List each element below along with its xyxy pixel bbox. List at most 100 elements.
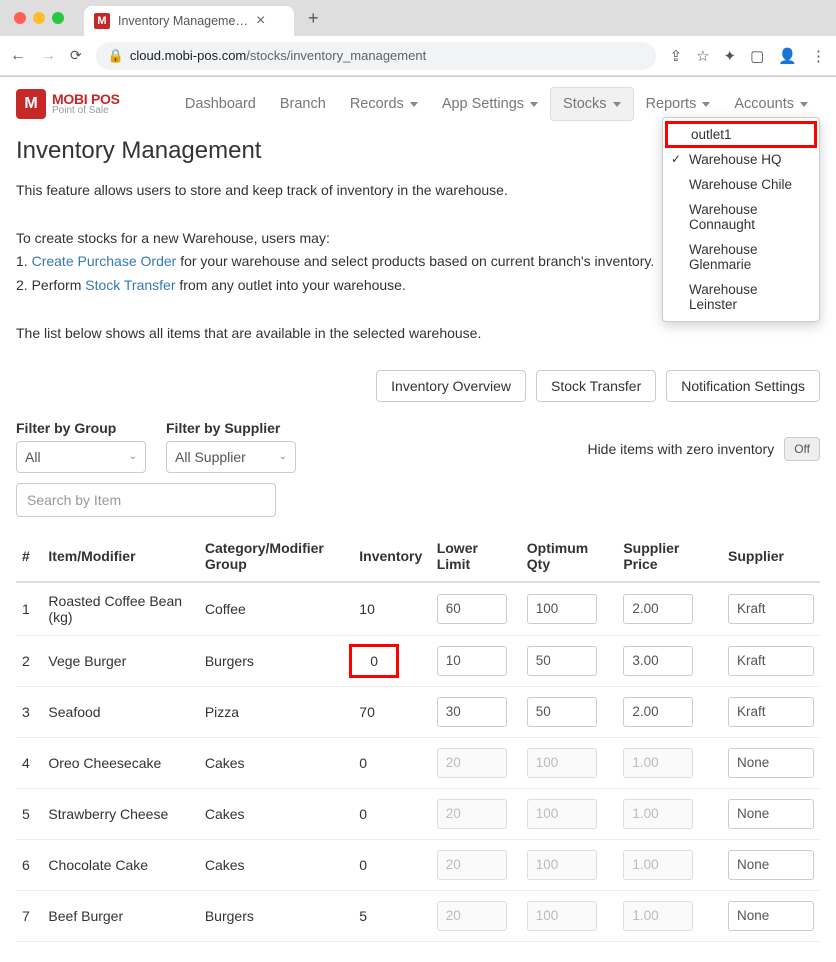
th-category: Category/Modifier Group	[199, 531, 353, 582]
nav-records[interactable]: Records	[338, 87, 430, 121]
cell-item: Seafood	[42, 686, 198, 737]
supplier-price-input[interactable]	[623, 850, 693, 880]
th-inventory: Inventory	[353, 531, 430, 582]
optimum-qty-input[interactable]	[527, 850, 597, 880]
dropdown-item[interactable]: Warehouse Connaught	[663, 197, 819, 237]
window-minimize-icon[interactable]	[33, 12, 45, 24]
th-num: #	[16, 531, 42, 582]
supplier-input[interactable]	[728, 646, 814, 676]
dropdown-item[interactable]: Warehouse Leinster	[663, 277, 819, 317]
optimum-qty-input[interactable]	[527, 646, 597, 676]
lower-limit-input[interactable]	[437, 901, 507, 931]
nav-forward-icon[interactable]: →	[40, 47, 56, 65]
reload-icon[interactable]: ⟳	[70, 47, 82, 64]
search-input[interactable]: Search by Item	[16, 483, 276, 517]
inventory-table: # Item/Modifier Category/Modifier Group …	[16, 531, 820, 942]
supplier-price-input[interactable]	[623, 646, 693, 676]
lower-limit-input[interactable]	[437, 799, 507, 829]
supplier-input[interactable]	[728, 748, 814, 778]
filter-group-select[interactable]: All ⌄	[16, 441, 146, 473]
supplier-input[interactable]	[728, 850, 814, 880]
dropdown-item[interactable]: Warehouse HQ	[663, 147, 819, 172]
traffic-lights	[14, 12, 64, 24]
optimum-qty-input[interactable]	[527, 748, 597, 778]
warehouse-dropdown[interactable]: outlet1Warehouse HQWarehouse ChileWareho…	[662, 117, 820, 322]
table-row: 6Chocolate CakeCakes0	[16, 839, 820, 890]
supplier-input[interactable]	[728, 697, 814, 727]
main-nav: Dashboard Branch Records App Settings St…	[173, 87, 820, 121]
cell-num: 7	[16, 890, 42, 941]
supplier-price-input[interactable]	[623, 697, 693, 727]
cell-category: Cakes	[199, 788, 353, 839]
dropdown-item[interactable]: outlet1	[665, 121, 817, 148]
nav-dashboard[interactable]: Dashboard	[173, 87, 268, 121]
cell-category: Coffee	[199, 582, 353, 636]
dropdown-item[interactable]: Warehouse Glenmarie	[663, 237, 819, 277]
chevron-down-icon: ⌄	[129, 451, 137, 462]
lower-limit-input[interactable]	[437, 850, 507, 880]
bookmark-icon[interactable]: ☆	[696, 47, 709, 65]
actions-row: Inventory Overview Stock Transfer Notifi…	[16, 370, 820, 402]
table-row: 5Strawberry CheeseCakes0	[16, 788, 820, 839]
nav-reports[interactable]: Reports	[634, 87, 723, 121]
lower-limit-input[interactable]	[437, 646, 507, 676]
notification-settings-button[interactable]: Notification Settings	[666, 370, 820, 402]
nav-stocks[interactable]: Stocks	[550, 87, 634, 121]
nav-app-settings[interactable]: App Settings	[430, 87, 550, 121]
nav-branch[interactable]: Branch	[268, 87, 338, 121]
new-tab-button[interactable]: +	[308, 8, 319, 29]
profile-icon[interactable]: 👤	[778, 47, 797, 65]
filter-supplier-select[interactable]: All Supplier ⌄	[166, 441, 296, 473]
create-po-link[interactable]: Create Purchase Order	[32, 253, 177, 269]
stock-transfer-button[interactable]: Stock Transfer	[536, 370, 656, 402]
inventory-overview-button[interactable]: Inventory Overview	[376, 370, 526, 402]
table-row: 2Vege BurgerBurgers0	[16, 635, 820, 686]
cell-num: 6	[16, 839, 42, 890]
cell-category: Cakes	[199, 839, 353, 890]
url-host: cloud.mobi-pos.com	[130, 48, 246, 63]
optimum-qty-input[interactable]	[527, 901, 597, 931]
nav-accounts[interactable]: Accounts	[722, 87, 820, 121]
optimum-qty-input[interactable]	[527, 799, 597, 829]
dropdown-item[interactable]: Warehouse Chile	[663, 172, 819, 197]
url-path: /stocks/inventory_management	[246, 48, 426, 63]
supplier-price-input[interactable]	[623, 748, 693, 778]
table-row: 3SeafoodPizza70	[16, 686, 820, 737]
cell-num: 3	[16, 686, 42, 737]
window-close-icon[interactable]	[14, 12, 26, 24]
lower-limit-input[interactable]	[437, 748, 507, 778]
cell-category: Burgers	[199, 635, 353, 686]
tab-close-icon[interactable]: ×	[256, 12, 265, 30]
optimum-qty-input[interactable]	[527, 594, 597, 624]
supplier-input[interactable]	[728, 799, 814, 829]
window-maximize-icon[interactable]	[52, 12, 64, 24]
browser-tab[interactable]: M Inventory Management | MobiP ×	[84, 6, 294, 36]
supplier-price-input[interactable]	[623, 799, 693, 829]
lower-limit-input[interactable]	[437, 697, 507, 727]
supplier-price-input[interactable]	[623, 594, 693, 624]
lower-limit-input[interactable]	[437, 594, 507, 624]
nav-back-icon[interactable]: ←	[10, 47, 26, 65]
table-row: 1Roasted Coffee Bean (kg)Coffee10	[16, 582, 820, 636]
extensions-icon[interactable]: ✦	[724, 47, 737, 65]
tab-title: Inventory Management | MobiP	[118, 14, 248, 28]
hide-zero-inventory-toggle[interactable]: Hide items with zero inventory Off	[587, 437, 820, 461]
lock-icon: 🔒	[108, 48, 124, 64]
cell-item: Roasted Coffee Bean (kg)	[42, 582, 198, 636]
cell-inventory: 0	[353, 839, 430, 890]
browser-chrome: M Inventory Management | MobiP × + ← → ⟳…	[0, 0, 836, 77]
supplier-input[interactable]	[728, 901, 814, 931]
share-icon[interactable]: ⇪	[670, 47, 683, 65]
th-optimum-qty: Optimum Qty	[521, 531, 618, 582]
menu-icon[interactable]: ⋮	[811, 47, 826, 65]
address-bar[interactable]: 🔒 cloud.mobi-pos.com/stocks/inventory_ma…	[96, 42, 656, 70]
app-logo[interactable]: M MOBI POS Point of Sale	[16, 89, 120, 119]
cell-num: 1	[16, 582, 42, 636]
supplier-input[interactable]	[728, 594, 814, 624]
sidepanel-icon[interactable]: ▢	[750, 47, 764, 65]
optimum-qty-input[interactable]	[527, 697, 597, 727]
cell-item: Chocolate Cake	[42, 839, 198, 890]
cell-item: Oreo Cheesecake	[42, 737, 198, 788]
stock-transfer-link[interactable]: Stock Transfer	[85, 277, 175, 293]
supplier-price-input[interactable]	[623, 901, 693, 931]
